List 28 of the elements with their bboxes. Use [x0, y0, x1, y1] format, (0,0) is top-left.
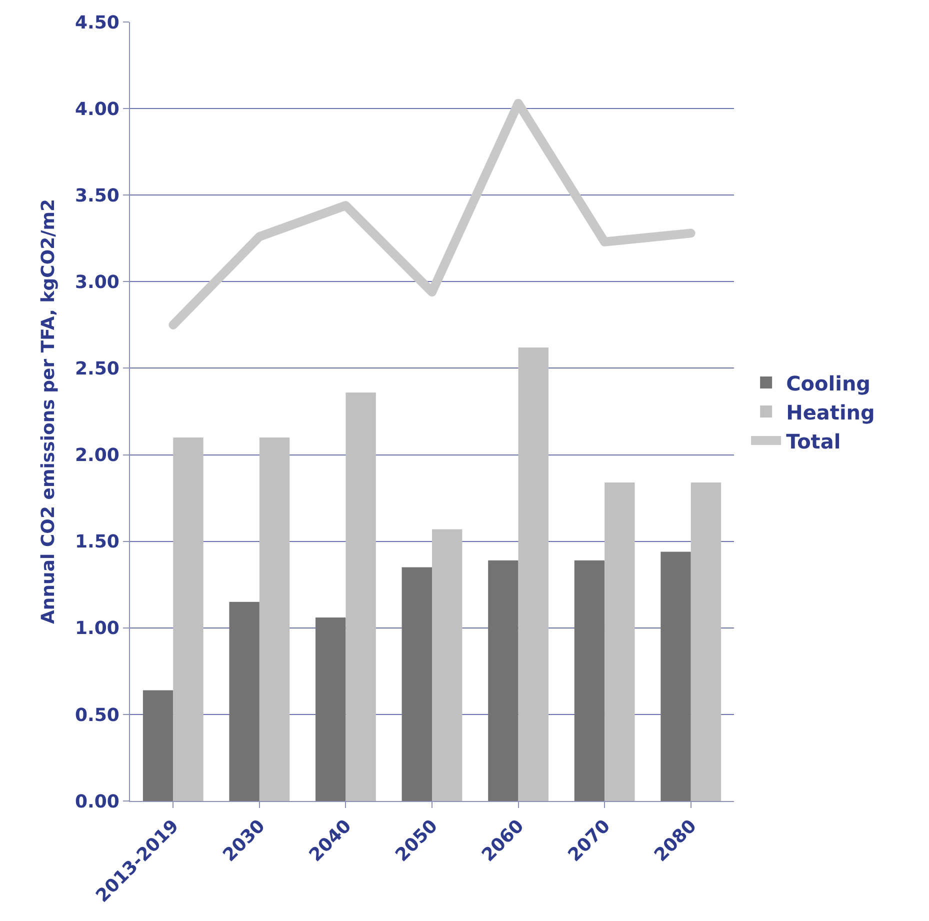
y-tick-label: 2.00 — [74, 445, 120, 466]
bar — [316, 618, 346, 801]
bar — [346, 392, 376, 801]
bar — [660, 552, 691, 801]
bar — [402, 567, 432, 801]
legend-label: Heating — [786, 400, 875, 424]
bar — [488, 560, 518, 801]
bar — [604, 482, 635, 801]
bar — [690, 482, 722, 801]
legend-label: Cooling — [786, 371, 871, 396]
y-tick-label: 0.50 — [74, 704, 120, 726]
bar — [574, 560, 605, 801]
y-tick-label: 1.50 — [74, 532, 120, 553]
bar — [259, 437, 290, 801]
bar — [173, 437, 204, 801]
y-tick-label: 3.50 — [74, 185, 120, 206]
bar — [229, 602, 260, 801]
bar — [142, 690, 174, 801]
y-tick-label: 0.00 — [74, 791, 120, 812]
bar — [518, 347, 548, 801]
y-tick-label: 4.50 — [74, 12, 120, 34]
y-tick-label: 1.00 — [74, 618, 120, 640]
bar — [432, 529, 462, 801]
legend-label: Total — [786, 429, 841, 454]
y-axis-title: Annual CO2 emissions per TFA, kgCO2/m2 — [38, 198, 60, 624]
y-tick-label: 2.50 — [74, 358, 120, 380]
y-tick-label: 3.00 — [74, 272, 120, 293]
y-tick-label: 4.00 — [74, 98, 120, 120]
